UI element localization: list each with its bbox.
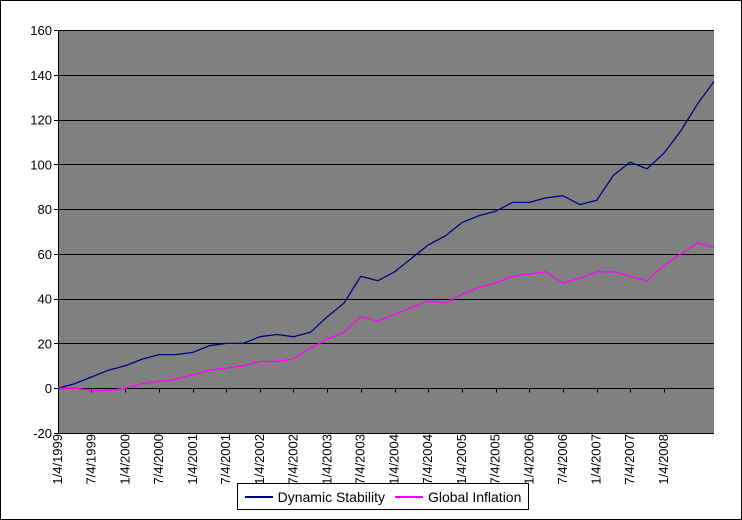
y-tick-label: 140 xyxy=(30,68,52,83)
series-lines xyxy=(57,81,715,392)
x-tick-label: 7/4/2001 xyxy=(218,434,233,485)
series-line-dynamic-stability xyxy=(57,81,715,389)
x-tick-label: 7/4/2005 xyxy=(488,434,503,485)
y-tick-label: 40 xyxy=(38,292,52,307)
x-tick-label: 1/4/2004 xyxy=(387,434,402,485)
legend-label-global-inflation: Global Inflation xyxy=(427,488,522,505)
y-tick-label: 80 xyxy=(38,202,52,217)
x-tick-labels: 1/4/1999 7/4/1999 1/4/2000 7/4/2000 1/4/2001… xyxy=(50,434,671,485)
x-tick-label: 7/4/2002 xyxy=(285,434,300,485)
x-tick-label: 7/4/2004 xyxy=(420,434,435,485)
y-tick-label: 20 xyxy=(38,336,52,351)
legend-label-dynamic-stability: Dynamic Stability xyxy=(277,488,385,505)
y-tick-label: -20 xyxy=(33,426,52,441)
x-tick-label: 1/4/2008 xyxy=(656,434,671,485)
x-tick-label: 1/4/2003 xyxy=(319,434,334,485)
legend-swatch-global-inflation xyxy=(394,495,423,498)
y-tick-labels: -20 0 20 40 60 80 100 120 140 160 xyxy=(30,23,52,441)
y-tick-label: 0 xyxy=(45,381,52,396)
axes xyxy=(54,30,714,434)
series-line-global-inflation xyxy=(58,242,715,392)
x-tick-label: 1/4/1999 xyxy=(50,434,65,485)
x-tick-label: 7/4/2007 xyxy=(622,434,637,485)
gridlines xyxy=(58,30,714,389)
legend: Dynamic Stability Global Inflation xyxy=(237,483,529,510)
y-tick-label: 60 xyxy=(38,247,52,262)
legend-swatch-dynamic-stability xyxy=(244,495,273,498)
y-tick-label: 120 xyxy=(30,113,52,128)
y-tick-label: 160 xyxy=(30,23,52,38)
legend-item-dynamic-stability: Dynamic Stability xyxy=(244,488,385,505)
x-tick-label: 1/4/2002 xyxy=(252,434,267,485)
x-tick-label: 7/4/2003 xyxy=(353,434,368,485)
legend-item-global-inflation: Global Inflation xyxy=(394,488,522,505)
y-tick-label: 100 xyxy=(30,157,52,172)
x-tick-label: 1/4/2007 xyxy=(589,434,604,485)
x-tick-label: 7/4/2000 xyxy=(151,434,166,485)
x-tick-label: 7/4/1999 xyxy=(83,434,98,485)
x-tick-label: 1/4/2001 xyxy=(185,434,200,485)
x-tick-label: 1/4/2005 xyxy=(454,434,469,485)
plot-area xyxy=(58,30,714,433)
x-tick-label: 1/4/2006 xyxy=(521,434,536,485)
x-tick-label: 1/4/2000 xyxy=(117,434,132,485)
x-tick-label: 7/4/2006 xyxy=(555,434,570,485)
